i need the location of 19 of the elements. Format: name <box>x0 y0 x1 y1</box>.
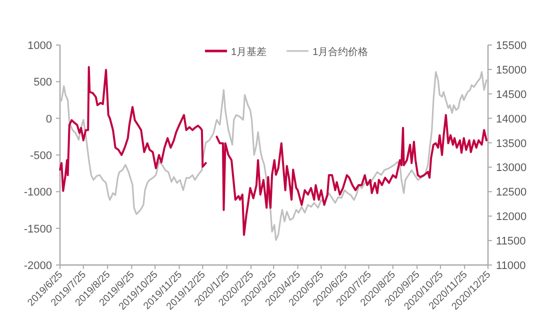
y-tick-label: -500 <box>30 150 52 162</box>
y2-tick-label: 15000 <box>496 64 527 76</box>
y2-tick-label: 12000 <box>496 211 527 224</box>
legend-label: 1月基差 <box>231 46 267 58</box>
y2-tick-label: 13000 <box>496 162 527 174</box>
y-tick-label: -1500 <box>24 223 52 236</box>
y2-tick-label: 11500 <box>496 236 526 248</box>
legend-label: 1月合约价格 <box>312 46 368 58</box>
y-tick-label: -1000 <box>24 186 52 199</box>
y-tick-label: 500 <box>34 76 52 89</box>
y-tick-label: 1000 <box>28 40 52 52</box>
y-tick-label: -2000 <box>24 260 52 272</box>
y2-tick-label: 12500 <box>496 186 527 199</box>
y2-tick-label: 14000 <box>496 113 527 126</box>
y2-tick-label: 13500 <box>496 138 527 150</box>
y2-tick-label: 15500 <box>496 40 527 52</box>
y2-tick-label: 11000 <box>496 260 526 272</box>
y-tick-label: 0 <box>46 113 52 126</box>
y2-tick-label: 14500 <box>496 88 527 101</box>
